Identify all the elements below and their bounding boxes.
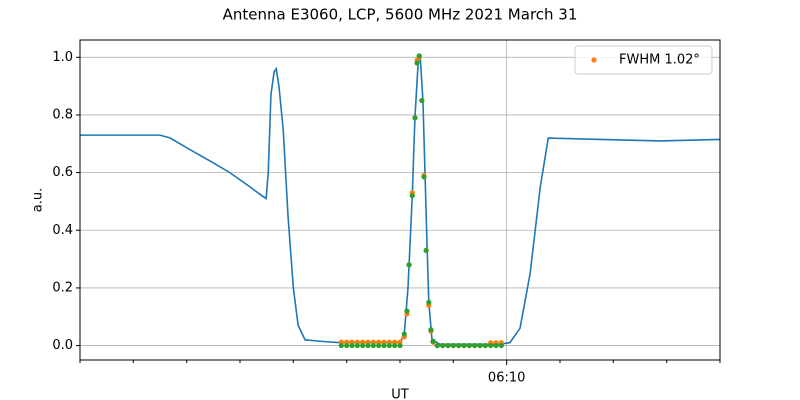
data-point [482, 342, 488, 349]
data-point [409, 193, 415, 199]
x-tick-label: 06:10 [488, 371, 525, 386]
data-point [416, 53, 422, 59]
data-point [397, 342, 403, 349]
data-point [440, 342, 446, 349]
data-point [338, 342, 344, 349]
data-point [414, 60, 420, 66]
y-tick-label: 0.2 [52, 280, 73, 295]
data-point [493, 342, 499, 349]
chart-title: Antenna E3060, LCP, 5600 MHz 2021 March … [223, 6, 578, 24]
data-point [401, 331, 407, 337]
data-point [434, 342, 440, 349]
data-point [360, 342, 366, 349]
data-point [370, 342, 376, 349]
data-point [456, 342, 462, 349]
data-point [466, 342, 472, 349]
data-point [376, 342, 382, 349]
data-point [404, 308, 410, 314]
legend-label: FWHM 1.02° [619, 53, 700, 68]
data-point [381, 342, 387, 349]
data-point [354, 342, 360, 349]
plot-frame [79, 39, 721, 361]
data-point [426, 299, 432, 305]
data-point [406, 262, 412, 268]
data-point [450, 342, 456, 349]
data-point [349, 342, 355, 349]
data-point [430, 338, 436, 344]
data-point [472, 342, 478, 349]
legend-marker [591, 57, 597, 63]
y-tick-label: 1.0 [52, 50, 73, 65]
data-point [423, 247, 429, 254]
y-tick-label: 0.6 [52, 165, 73, 180]
data-line [80, 57, 720, 345]
data-point [428, 327, 434, 333]
data-point [498, 342, 504, 349]
data-point [412, 115, 418, 121]
data-point [344, 342, 350, 349]
data-point [419, 97, 425, 104]
data-point [365, 342, 371, 349]
legend-box [574, 45, 713, 75]
data-point [461, 342, 467, 349]
data-point [488, 342, 494, 349]
x-axis-label: UT [391, 388, 409, 400]
data-point [477, 342, 483, 349]
data-point [386, 342, 392, 349]
data-point [421, 174, 427, 180]
y-axis-label: a.u. [31, 188, 46, 212]
y-tick-label: 0.4 [52, 223, 73, 238]
y-tick-label: 0.0 [52, 338, 73, 353]
y-tick-label: 0.8 [52, 107, 73, 122]
data-point [445, 342, 451, 349]
data-point [392, 342, 398, 349]
